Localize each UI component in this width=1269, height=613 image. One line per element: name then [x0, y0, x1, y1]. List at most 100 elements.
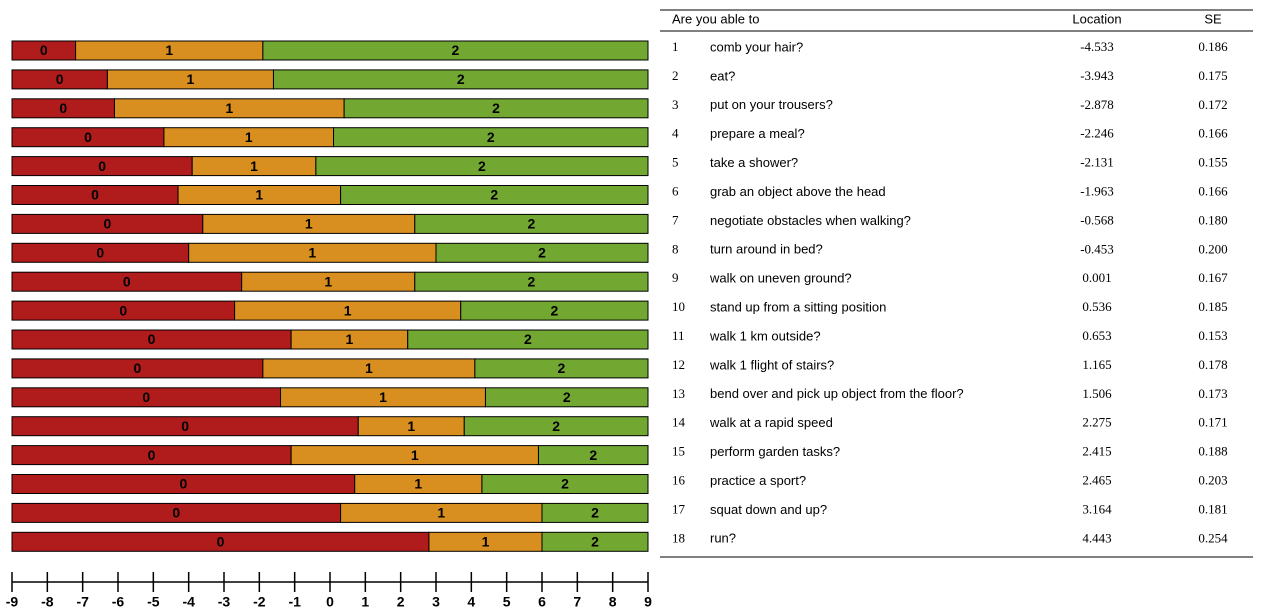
item-question: grab an object above the head — [710, 184, 886, 199]
item-number: 11 — [672, 328, 685, 343]
item-se: 0.155 — [1198, 155, 1227, 170]
segment — [272, 69, 649, 90]
item-location: -0.453 — [1080, 241, 1114, 256]
item-location: 2.275 — [1082, 415, 1111, 430]
item-question: stand up from a sitting position — [710, 300, 886, 315]
segment-label: 2 — [457, 71, 465, 87]
segment — [537, 445, 649, 466]
item-question: walk on uneven ground? — [709, 271, 852, 286]
x-tick-label: 8 — [609, 594, 617, 610]
segment-label: 0 — [123, 273, 131, 289]
segment-label: 1 — [437, 505, 445, 521]
item-question: negotiate obstacles when walking? — [710, 213, 911, 228]
item-location: -2.246 — [1080, 126, 1114, 141]
item-se: 0.171 — [1198, 415, 1227, 430]
segment — [315, 156, 649, 177]
segment-label: 1 — [187, 71, 195, 87]
segment — [463, 416, 649, 437]
item-location: -4.533 — [1080, 39, 1114, 54]
item-location: 0.653 — [1082, 328, 1111, 343]
item-number: 8 — [672, 241, 679, 256]
item-question: walk 1 flight of stairs? — [709, 357, 834, 372]
item-number: 13 — [672, 386, 685, 401]
segment-label: 2 — [550, 302, 558, 318]
x-tick-label: 3 — [432, 594, 440, 610]
segment-label: 2 — [487, 129, 495, 145]
item-location: 1.165 — [1082, 357, 1111, 372]
segment-label: 1 — [245, 129, 253, 145]
segment-label: 2 — [538, 245, 546, 261]
segment-label: 0 — [181, 418, 189, 434]
table-header: SE — [1204, 11, 1222, 26]
item-se: 0.172 — [1198, 97, 1227, 112]
segment-label: 0 — [104, 216, 112, 232]
x-tick-label: -5 — [147, 594, 160, 610]
item-number: 10 — [672, 299, 685, 314]
item-se: 0.167 — [1198, 270, 1228, 285]
x-tick-label: 1 — [361, 594, 369, 610]
x-tick-label: 6 — [538, 594, 546, 610]
segment-label: 2 — [524, 331, 532, 347]
segment — [541, 502, 649, 523]
segment-label: 0 — [148, 447, 156, 463]
item-se: 0.188 — [1198, 444, 1227, 459]
segment-label: 2 — [552, 418, 560, 434]
item-se: 0.178 — [1198, 357, 1227, 372]
segment — [407, 329, 649, 350]
item-question: squat down and up? — [710, 502, 827, 517]
x-tick-label: -6 — [112, 594, 125, 610]
item-number: 18 — [672, 530, 685, 545]
item-number: 15 — [672, 444, 685, 459]
segment-label: 1 — [407, 418, 415, 434]
segment-label: 2 — [561, 476, 569, 492]
segment — [484, 387, 649, 408]
segment-label: 0 — [96, 245, 104, 261]
item-location: 2.465 — [1082, 472, 1111, 487]
segment-label: 2 — [478, 158, 486, 174]
item-se: 0.185 — [1198, 299, 1227, 314]
item-se: 0.181 — [1198, 501, 1227, 516]
item-question: prepare a meal? — [710, 126, 805, 141]
item-question: bend over and pick up object from the fl… — [710, 386, 964, 401]
segment-label: 0 — [40, 42, 48, 58]
segment-label: 0 — [148, 331, 156, 347]
segment-label: 1 — [379, 389, 387, 405]
x-tick-label: -9 — [6, 594, 19, 610]
segment-label: 0 — [84, 129, 92, 145]
item-question: turn around in bed? — [710, 242, 823, 257]
segment-label: 2 — [528, 216, 536, 232]
segment-label: 1 — [308, 245, 316, 261]
segment-label: 1 — [324, 273, 332, 289]
segment — [414, 271, 649, 292]
segment — [541, 531, 649, 552]
item-se: 0.203 — [1198, 472, 1227, 487]
item-location: -0.568 — [1080, 212, 1114, 227]
segment — [474, 358, 649, 379]
item-location: -3.943 — [1080, 68, 1114, 83]
segment — [460, 300, 649, 321]
item-se: 0.254 — [1198, 530, 1228, 545]
item-location: -2.131 — [1080, 155, 1114, 170]
item-number: 14 — [672, 415, 686, 430]
x-tick-label: 0 — [326, 594, 334, 610]
segment — [435, 242, 649, 263]
item-question: practice a sport? — [710, 473, 806, 488]
segment-label: 2 — [492, 100, 500, 116]
segment-label: 2 — [528, 273, 536, 289]
item-location: 0.536 — [1082, 299, 1112, 314]
segment-label: 1 — [414, 476, 422, 492]
item-number: 16 — [672, 472, 686, 487]
item-location: 4.443 — [1082, 530, 1111, 545]
segment-label: 0 — [56, 71, 64, 87]
segment-label: 1 — [165, 42, 173, 58]
item-number: 4 — [672, 126, 679, 141]
segment-label: 1 — [305, 216, 313, 232]
item-location: 3.164 — [1082, 501, 1112, 516]
segment-label: 1 — [250, 158, 258, 174]
x-tick-label: 4 — [467, 594, 475, 610]
segment-label: 2 — [591, 534, 599, 550]
segment-label: 1 — [346, 331, 354, 347]
segment-label: 2 — [563, 389, 571, 405]
segment-label: 0 — [217, 534, 225, 550]
item-number: 3 — [672, 97, 679, 112]
